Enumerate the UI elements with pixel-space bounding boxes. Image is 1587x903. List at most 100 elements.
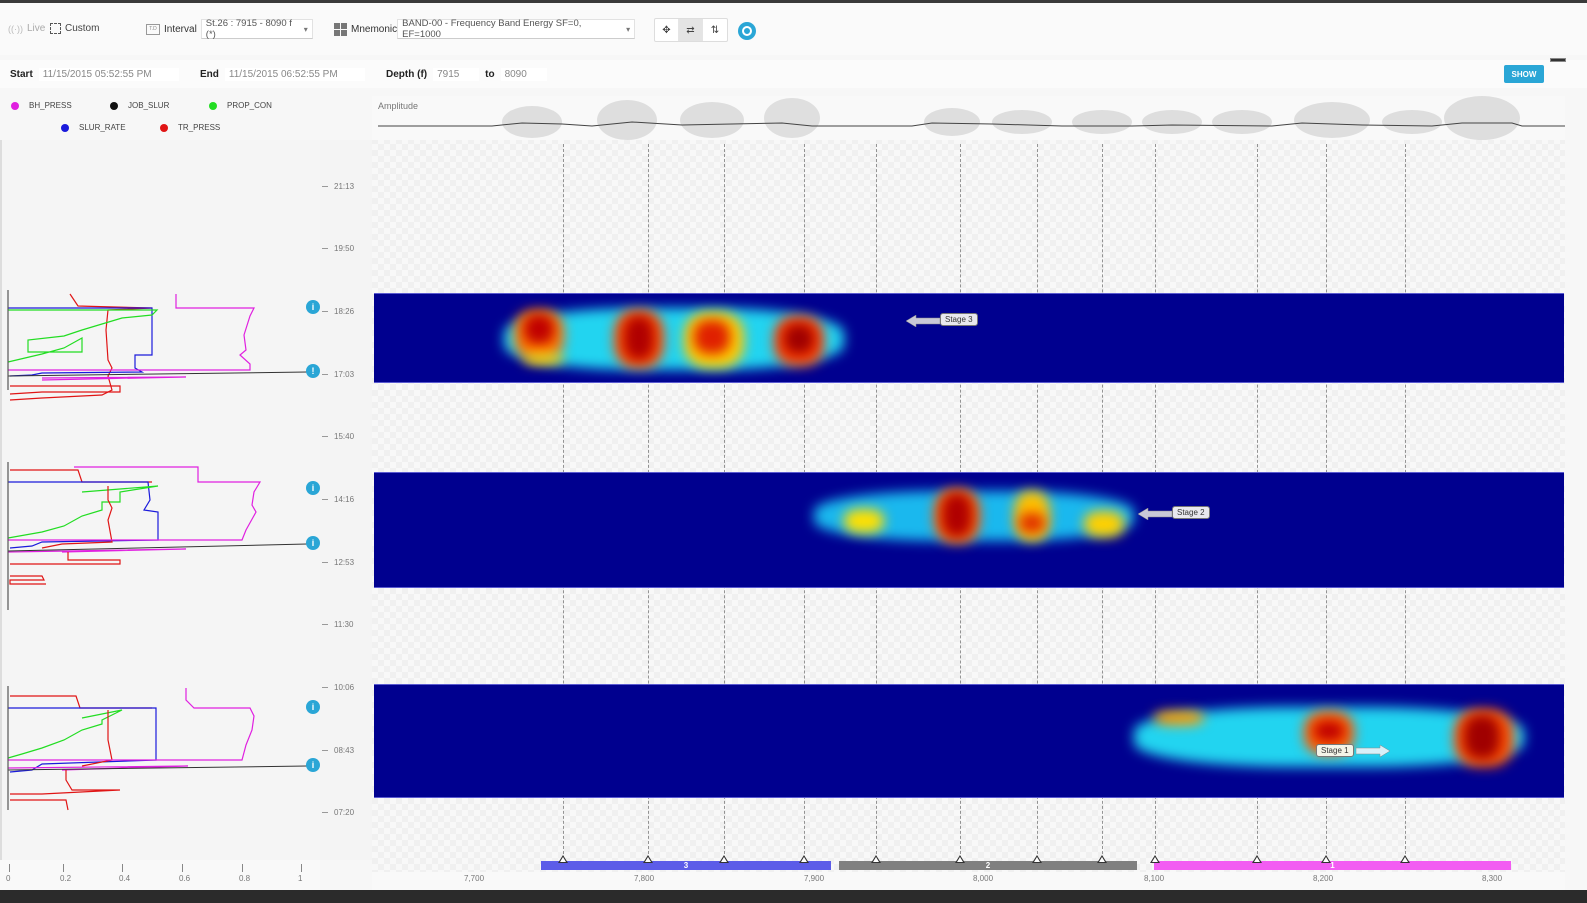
time-tick: 15:40 (322, 432, 372, 441)
legend-label: SLUR_RATE (79, 123, 126, 132)
move-icon[interactable]: ✥ (655, 19, 679, 41)
value-tick: 0.2 (60, 864, 72, 883)
target-icon[interactable] (738, 22, 756, 40)
info-icon[interactable]: i (306, 481, 320, 495)
interval-select[interactable]: St.26 : 7915 - 8090 f (*) (200, 18, 313, 40)
depth-tick: 7,800 (634, 874, 655, 883)
legend-item-job-slur[interactable]: JOB_SLUR (110, 101, 169, 110)
depth-label: Depth (f) (386, 69, 428, 80)
stage-2-bar[interactable]: 2 (839, 861, 1137, 870)
custom-label: Custom (65, 23, 100, 34)
value-tick: 1 (298, 864, 303, 883)
stage-3-bar[interactable]: 3 (541, 861, 831, 870)
show-button[interactable]: SHOW (1504, 65, 1544, 83)
tag-icon: T.D (146, 23, 160, 35)
legend-label: TR_PRESS (178, 123, 221, 132)
legend-item-slur-rate[interactable]: SLUR_RATE (61, 123, 126, 132)
value-axis: 0 0.2 0.4 0.6 0.8 1 (0, 860, 320, 890)
value-tick: 0.8 (239, 864, 251, 883)
value-tick: 0.6 (179, 864, 191, 883)
perforation-marker-icon[interactable] (1400, 855, 1410, 863)
depth-axis: 7,700 7,800 7,900 8,000 8,100 8,200 8,30… (372, 872, 1565, 890)
time-tick: 12:53 (322, 558, 372, 567)
legend-dot-icon (110, 101, 118, 110)
start-field: Start 11/15/2015 05:52:55 PM (10, 68, 179, 81)
arrow-right-icon (1356, 745, 1390, 757)
horizontal-zoom-icon[interactable]: ⇄ (679, 19, 703, 41)
stage-3-band[interactable] (374, 293, 1564, 383)
live-label: Live (27, 23, 46, 34)
depth-field: Depth (f) 7915 to 8090 (386, 68, 547, 81)
time-tick: 10:06 (322, 683, 372, 692)
stage-bar-label: 1 (1330, 861, 1335, 870)
stage-bar-label: 3 (683, 861, 689, 870)
time-tick: 08:43 (322, 746, 372, 755)
time-tick: 21:13 (322, 182, 372, 191)
legend-label: PROP_CON (227, 101, 272, 110)
info-icon[interactable]: i (306, 300, 320, 314)
window-top-border (0, 0, 1587, 3)
amplitude-label: Amplitude (378, 101, 419, 111)
time-tick: 14:16 (322, 495, 372, 504)
perforation-marker-icon[interactable] (558, 855, 568, 863)
depth-tick: 8,300 (1482, 874, 1503, 883)
legend-item-tr-press[interactable]: TR_PRESS (160, 123, 220, 132)
perforation-marker-icon[interactable] (1150, 855, 1160, 863)
window-bottom-border (0, 890, 1587, 903)
treatment-plot[interactable]: i ! i i i i (0, 140, 320, 860)
perforation-marker-icon[interactable] (1321, 855, 1331, 863)
time-tick: 11:30 (322, 620, 372, 629)
end-input[interactable]: 11/15/2015 06:52:55 PM (224, 68, 365, 81)
toolbar: ((·)) Live Custom T.D Interval St.26 : 7… (0, 3, 1587, 55)
start-label: Start (10, 69, 33, 80)
value-tick: 0 (6, 864, 11, 883)
custom-button[interactable]: Custom (50, 23, 99, 34)
perforation-marker-icon[interactable] (719, 855, 729, 863)
stage-1-label[interactable]: Stage 1 (1316, 744, 1354, 757)
perforation-marker-icon[interactable] (871, 855, 881, 863)
depth-from-input[interactable]: 7915 (433, 68, 480, 81)
legend-label: BH_PRESS (29, 101, 72, 110)
mnemonic-label: Mnemonic (351, 23, 398, 35)
end-field: End 11/15/2015 06:52:55 PM (200, 68, 365, 81)
stage-2-label[interactable]: Stage 2 (1172, 506, 1210, 519)
time-tick: 17:03 (322, 370, 372, 379)
legend: BH_PRESS JOB_SLUR PROP_CON SLUR_RATE TR_… (0, 96, 320, 140)
vertical-zoom-icon[interactable]: ⇅ (710, 24, 720, 36)
alert-icon[interactable]: ! (306, 364, 320, 378)
stage-2-band[interactable] (374, 472, 1564, 588)
right-margin (1565, 96, 1587, 890)
amplitude-curve (378, 96, 1565, 140)
perforation-marker-icon[interactable] (799, 855, 809, 863)
mnemonic-value: BAND-00 - Frequency Band Energy SF=0, EF… (402, 18, 582, 40)
perforation-marker-icon[interactable] (1097, 855, 1107, 863)
depth-tick: 7,900 (804, 874, 825, 883)
info-icon[interactable]: i (306, 536, 320, 550)
time-tick: 07:20 (322, 808, 372, 817)
stage-1-bar[interactable]: 1 (1154, 861, 1511, 870)
perforation-marker-icon[interactable] (643, 855, 653, 863)
info-icon[interactable]: i (306, 758, 320, 772)
perforation-marker-icon[interactable] (1032, 855, 1042, 863)
time-tick: 19:50 (322, 244, 372, 253)
mnemonic-select[interactable]: BAND-00 - Frequency Band Energy SF=0, EF… (397, 18, 636, 40)
value-tick: 0.4 (119, 864, 131, 883)
time-tick: 18:26 (322, 307, 372, 316)
collapse-icon[interactable] (1550, 58, 1566, 62)
stage-1-band[interactable] (374, 684, 1564, 798)
grid-icon (334, 22, 347, 36)
interval-value: St.26 : 7915 - 8090 f (*) (205, 18, 292, 40)
range-bar: Start 11/15/2015 05:52:55 PM End 11/15/2… (0, 60, 1587, 88)
perforation-marker-icon[interactable] (1252, 855, 1262, 863)
legend-item-bh-press[interactable]: BH_PRESS (11, 101, 72, 110)
stage-3-label[interactable]: Stage 3 (940, 313, 978, 326)
info-icon[interactable]: i (306, 700, 320, 714)
live-button[interactable]: ((·)) Live (8, 23, 45, 34)
spectrogram-plot[interactable]: Amplitude (372, 96, 1565, 890)
mnemonic-control: Mnemonic BAND-00 - Frequency Band Energy… (334, 18, 636, 40)
custom-range-icon (50, 23, 61, 34)
depth-to-input[interactable]: 8090 (500, 68, 547, 81)
start-input[interactable]: 11/15/2015 05:52:55 PM (38, 68, 179, 81)
legend-item-prop-con[interactable]: PROP_CON (209, 101, 272, 110)
perforation-marker-icon[interactable] (955, 855, 965, 863)
